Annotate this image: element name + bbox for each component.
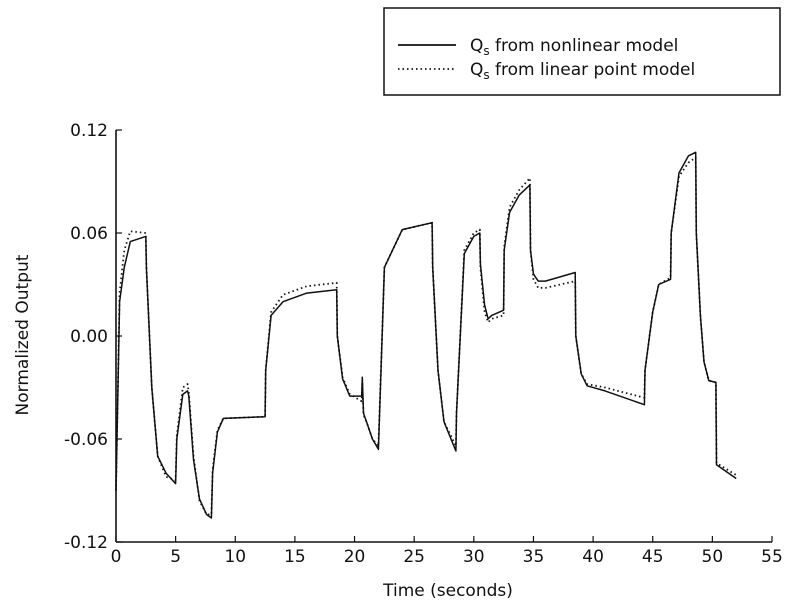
y-tick-label: 0.06	[70, 224, 108, 244]
x-tick-label: 30	[463, 547, 485, 567]
legend: Qs from nonlinear model Qs from linear p…	[383, 7, 781, 96]
y-tick-label: 0.00	[70, 327, 108, 347]
x-tick-label: 0	[111, 547, 122, 567]
y-axis-title: Normalized Output	[13, 254, 33, 415]
y-tick-label: -0.12	[64, 533, 108, 553]
legend-label-nonlinear: Qs from nonlinear model	[470, 36, 678, 58]
series-line-linear-point-model	[115, 156, 737, 516]
x-tick-label: 10	[224, 547, 246, 567]
axes	[115, 130, 772, 543]
x-tick-label: 15	[284, 547, 306, 567]
x-tick-label: 55	[761, 547, 783, 567]
x-tick-label: 35	[523, 547, 545, 567]
y-axis-ticks: -0.12 -0.06 0.00 0.06 0.12	[64, 121, 122, 553]
x-tick-label: 45	[642, 547, 664, 567]
x-tick-label: 5	[170, 547, 181, 567]
x-tick-label: 40	[582, 547, 604, 567]
x-tick-label: 20	[344, 547, 366, 567]
y-tick-label: -0.06	[64, 430, 108, 450]
series-layer	[115, 151, 737, 519]
legend-box	[383, 7, 781, 96]
x-tick-label: 50	[702, 547, 724, 567]
x-axis-ticks: 0 5 10 15 20 25 30 35 40 45 50 55	[111, 536, 783, 567]
x-tick-label: 25	[403, 547, 425, 567]
x-axis-title: Time (seconds)	[382, 581, 513, 601]
series-line-nonlinear-model	[115, 151, 737, 519]
y-tick-label: 0.12	[70, 121, 108, 141]
legend-label-linear: Qs from linear point model	[470, 60, 695, 82]
